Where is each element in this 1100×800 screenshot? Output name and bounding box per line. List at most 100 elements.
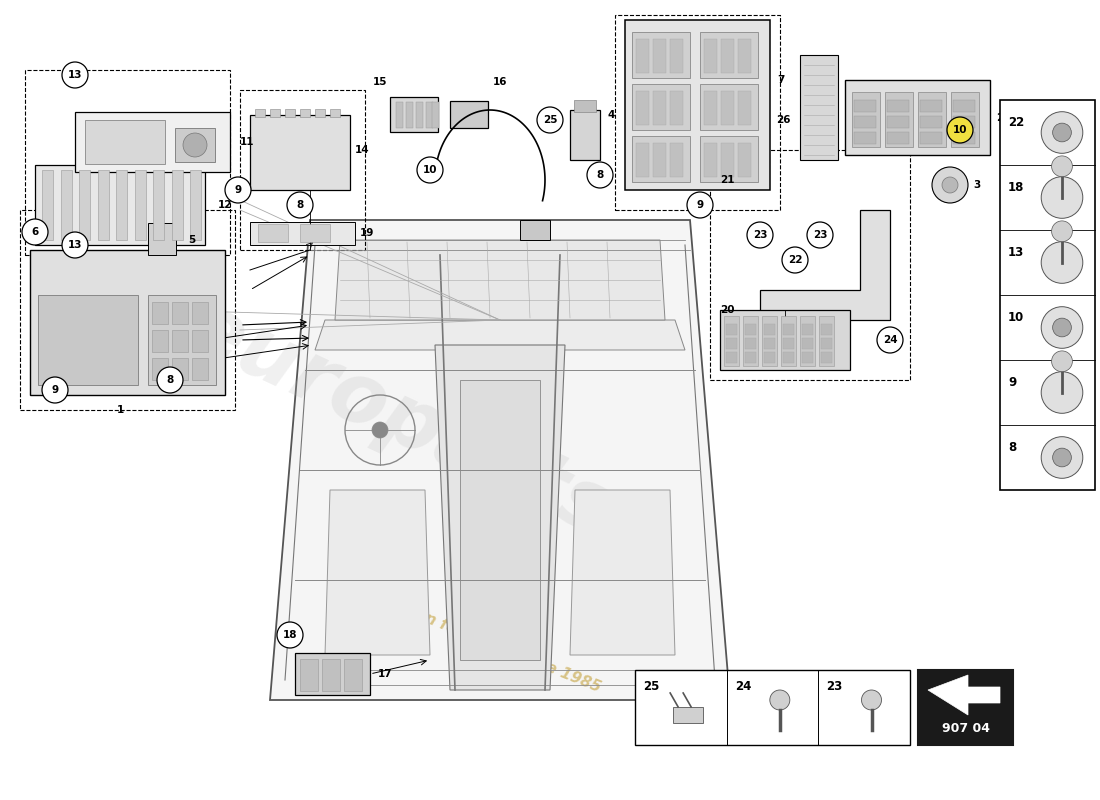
Bar [764, 324, 776, 335]
Text: 25: 25 [542, 115, 558, 125]
Bar [821, 352, 832, 363]
Bar [854, 132, 876, 144]
Polygon shape [250, 222, 355, 245]
Text: 3: 3 [974, 180, 980, 190]
Polygon shape [928, 675, 1000, 715]
Bar [520, 220, 550, 240]
Bar [35, 165, 205, 245]
Bar [920, 116, 942, 128]
Text: 9: 9 [696, 200, 704, 210]
Text: 5: 5 [188, 235, 196, 245]
Text: 13: 13 [68, 70, 82, 80]
Bar [953, 132, 975, 144]
Bar [704, 39, 717, 73]
Circle shape [807, 222, 833, 248]
Bar [255, 109, 265, 117]
Polygon shape [336, 240, 666, 320]
Bar [887, 100, 909, 112]
Text: 11: 11 [240, 137, 254, 147]
Bar [153, 170, 164, 240]
Bar [636, 91, 649, 125]
Circle shape [1042, 112, 1082, 154]
Bar [240, 90, 365, 250]
Bar [344, 659, 362, 691]
Bar [615, 15, 780, 210]
Text: 1: 1 [117, 405, 123, 415]
Circle shape [782, 247, 808, 273]
Bar [918, 670, 1013, 745]
Bar [952, 92, 979, 147]
Text: 8: 8 [296, 200, 304, 210]
Bar [20, 210, 235, 410]
Bar [172, 358, 188, 380]
Bar [450, 101, 488, 128]
Bar [783, 324, 794, 335]
Circle shape [1052, 156, 1072, 177]
Polygon shape [434, 345, 565, 690]
Bar [636, 39, 649, 73]
Text: 9: 9 [52, 385, 58, 395]
Circle shape [770, 690, 790, 710]
Bar [632, 84, 690, 130]
Circle shape [277, 622, 302, 648]
Bar [726, 324, 737, 335]
Bar [802, 338, 813, 349]
Text: 907 04: 907 04 [942, 722, 990, 735]
Bar [300, 224, 330, 242]
Bar [295, 653, 370, 695]
Bar [726, 338, 737, 349]
Bar [570, 110, 600, 160]
Bar [148, 295, 216, 385]
Circle shape [183, 133, 207, 157]
Bar [270, 109, 280, 117]
Bar [745, 324, 756, 335]
Bar [330, 109, 340, 117]
Bar [852, 92, 880, 147]
Bar [653, 91, 666, 125]
Bar [704, 91, 717, 125]
Bar [632, 32, 690, 78]
Bar [821, 324, 832, 335]
Text: 22: 22 [1008, 116, 1024, 130]
Text: 7: 7 [777, 75, 784, 85]
Bar [762, 316, 777, 366]
Bar [764, 338, 776, 349]
Circle shape [1042, 306, 1082, 348]
Bar [700, 84, 758, 130]
Circle shape [1042, 372, 1082, 414]
Text: 18: 18 [283, 630, 297, 640]
Text: 22: 22 [788, 255, 802, 265]
Text: 25: 25 [644, 680, 659, 693]
Text: 23: 23 [752, 230, 768, 240]
Bar [460, 380, 540, 660]
Text: a passion for parts since 1985: a passion for parts since 1985 [358, 585, 603, 695]
Bar [172, 170, 183, 240]
Bar [426, 102, 433, 128]
Bar [745, 352, 756, 363]
Bar [781, 316, 796, 366]
Bar [821, 338, 832, 349]
Bar [134, 170, 145, 240]
Text: 23: 23 [813, 230, 827, 240]
Text: 9: 9 [234, 185, 242, 195]
Bar [300, 109, 310, 117]
Bar [300, 659, 318, 691]
Bar [175, 128, 214, 162]
Bar [79, 170, 90, 240]
Bar [432, 102, 439, 128]
Bar [416, 102, 424, 128]
Circle shape [1042, 242, 1082, 283]
Bar [390, 97, 438, 132]
Bar [710, 150, 910, 380]
Bar [148, 223, 176, 255]
Circle shape [877, 327, 903, 353]
Bar [886, 92, 913, 147]
Bar [845, 80, 990, 155]
Text: 24: 24 [882, 335, 898, 345]
Bar [745, 338, 756, 349]
Bar [172, 302, 188, 324]
Bar [854, 100, 876, 112]
Bar [60, 170, 72, 240]
Polygon shape [570, 490, 675, 655]
Bar [152, 302, 168, 324]
